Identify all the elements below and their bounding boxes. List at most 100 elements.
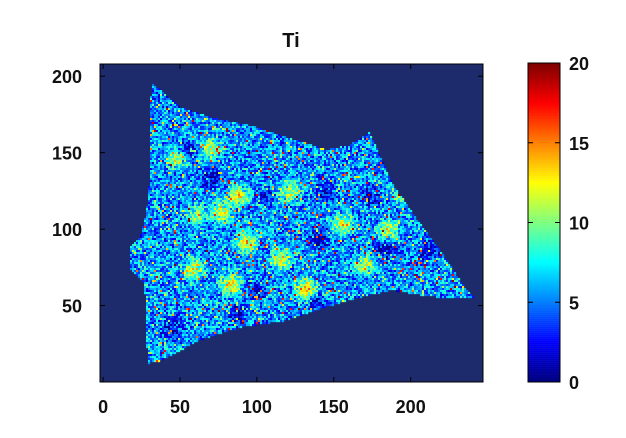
heatmap-cell bbox=[376, 170, 379, 173]
heatmap-cell bbox=[268, 152, 271, 155]
heatmap-cell bbox=[370, 138, 373, 141]
heatmap-cell bbox=[338, 208, 341, 211]
heatmap-cell bbox=[370, 194, 373, 197]
heatmap-cell bbox=[236, 142, 239, 145]
heatmap-cell bbox=[248, 126, 251, 129]
heatmap-cell bbox=[166, 162, 169, 165]
heatmap-cell bbox=[316, 192, 319, 195]
heatmap-cell bbox=[224, 144, 227, 147]
heatmap-cell bbox=[152, 110, 155, 113]
heatmap-cell bbox=[218, 200, 221, 203]
heatmap-cell bbox=[344, 196, 347, 199]
heatmap-cell bbox=[258, 162, 261, 165]
heatmap-cell bbox=[160, 126, 163, 129]
heatmap-cell bbox=[218, 186, 221, 189]
heatmap-cell bbox=[314, 176, 317, 179]
heatmap-cell bbox=[364, 182, 367, 185]
heatmap-cell bbox=[320, 188, 323, 191]
heatmap-cell bbox=[154, 188, 157, 191]
heatmap-cell bbox=[232, 178, 235, 181]
heatmap-cell bbox=[322, 152, 325, 155]
heatmap-cell bbox=[284, 154, 287, 157]
heatmap-cell bbox=[254, 186, 257, 189]
heatmap-cell bbox=[170, 136, 173, 139]
heatmap-cell bbox=[192, 194, 195, 197]
heatmap-cell bbox=[278, 134, 281, 137]
heatmap-cell bbox=[338, 158, 341, 161]
heatmap-cell bbox=[354, 146, 357, 149]
heatmap-cell bbox=[310, 206, 313, 209]
heatmap-cell bbox=[246, 188, 249, 191]
heatmap-cell bbox=[252, 142, 255, 145]
heatmap-cell bbox=[220, 164, 223, 167]
heatmap-cell bbox=[150, 194, 153, 197]
heatmap-cell bbox=[310, 192, 313, 195]
heatmap-cell bbox=[232, 194, 235, 197]
heatmap-cell bbox=[182, 148, 185, 151]
heatmap-cell bbox=[356, 176, 359, 179]
heatmap-cell bbox=[206, 134, 209, 137]
heatmap-cell bbox=[170, 146, 173, 149]
heatmap-cell bbox=[198, 196, 201, 199]
heatmap-cell bbox=[172, 176, 175, 179]
heatmap-cell bbox=[222, 176, 225, 179]
heatmap-cell bbox=[290, 140, 293, 143]
heatmap-cell bbox=[168, 200, 171, 203]
heatmap-cell bbox=[194, 120, 197, 123]
heatmap-cell bbox=[212, 208, 215, 211]
heatmap-cell bbox=[180, 120, 183, 123]
heatmap-cell bbox=[342, 146, 345, 149]
heatmap-cell bbox=[214, 148, 217, 151]
heatmap-cell bbox=[288, 164, 291, 167]
heatmap-cell bbox=[326, 174, 329, 177]
heatmap-cell bbox=[204, 178, 207, 181]
heatmap-cell bbox=[294, 154, 297, 157]
heatmap-cell bbox=[334, 198, 337, 201]
heatmap-cell bbox=[220, 188, 223, 191]
heatmap-cell bbox=[150, 182, 153, 185]
heatmap-cell bbox=[306, 188, 309, 191]
heatmap-cell bbox=[226, 180, 229, 183]
heatmap-cell bbox=[244, 192, 247, 195]
heatmap-cell bbox=[172, 144, 175, 147]
heatmap-cell bbox=[334, 190, 337, 193]
heatmap-cell bbox=[252, 138, 255, 141]
heatmap-cell bbox=[300, 194, 303, 197]
heatmap-cell bbox=[300, 154, 303, 157]
heatmap-cell bbox=[178, 206, 181, 209]
heatmap-cell bbox=[360, 198, 363, 201]
heatmap-cell bbox=[276, 144, 279, 147]
heatmap-cell bbox=[170, 128, 173, 131]
heatmap-cell bbox=[190, 188, 193, 191]
heatmap-cell bbox=[378, 166, 381, 169]
heatmap-cell bbox=[226, 198, 229, 201]
heatmap-cell bbox=[354, 170, 357, 173]
heatmap-cell bbox=[330, 160, 333, 163]
heatmap-cell bbox=[262, 146, 265, 149]
heatmap-cell bbox=[156, 202, 159, 205]
heatmap-cell bbox=[180, 184, 183, 187]
heatmap-cell bbox=[350, 162, 353, 165]
heatmap-cell bbox=[246, 140, 249, 143]
heatmap-cell bbox=[234, 156, 237, 159]
heatmap-cell bbox=[298, 196, 301, 199]
heatmap-cell bbox=[362, 200, 365, 203]
heatmap-cell bbox=[258, 160, 261, 163]
heatmap-cell bbox=[312, 200, 315, 203]
heatmap-cell bbox=[178, 116, 181, 119]
heatmap-cell bbox=[320, 168, 323, 171]
heatmap-cell bbox=[320, 174, 323, 177]
heatmap-cell bbox=[178, 122, 181, 125]
heatmap-cell bbox=[326, 202, 329, 205]
heatmap-cell bbox=[234, 136, 237, 139]
heatmap-cell bbox=[352, 188, 355, 191]
heatmap-cell bbox=[306, 158, 309, 161]
heatmap-cell bbox=[236, 202, 239, 205]
heatmap-cell bbox=[172, 152, 175, 155]
heatmap-cell bbox=[306, 182, 309, 185]
heatmap-cell bbox=[226, 184, 229, 187]
heatmap-cell bbox=[246, 128, 249, 131]
heatmap-cell bbox=[388, 188, 391, 191]
heatmap-cell bbox=[332, 164, 335, 167]
heatmap-cell bbox=[182, 108, 185, 111]
